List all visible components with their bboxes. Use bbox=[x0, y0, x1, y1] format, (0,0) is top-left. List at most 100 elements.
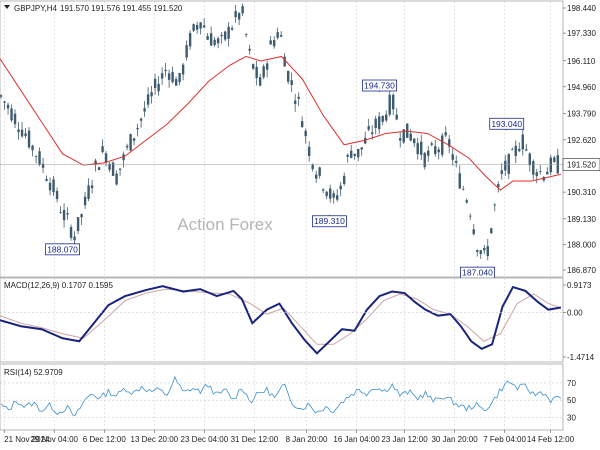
rsi-tick-label: 70 bbox=[567, 379, 576, 388]
candle-body bbox=[223, 31, 227, 40]
candle-body bbox=[286, 71, 290, 82]
candle-body bbox=[507, 154, 510, 174]
candle-body bbox=[307, 146, 311, 157]
price-annotation-label: 189.310 bbox=[314, 216, 345, 226]
candle-body bbox=[101, 146, 104, 153]
candle-body bbox=[318, 167, 321, 176]
rsi-tick-label: 50 bbox=[567, 396, 576, 405]
rsi-panel-frame bbox=[0, 363, 564, 431]
candle-body bbox=[465, 200, 468, 203]
candle-body bbox=[416, 143, 419, 155]
candle-body bbox=[41, 163, 45, 168]
candle-body bbox=[483, 247, 486, 251]
candle-body bbox=[276, 32, 279, 38]
candle-body bbox=[13, 113, 17, 125]
price-tick-label: 188.000 bbox=[567, 240, 596, 249]
macd-lines bbox=[0, 285, 562, 355]
candle-body bbox=[304, 130, 307, 137]
macd-panel-frame bbox=[0, 277, 564, 363]
price-tick-label: 198.440 bbox=[567, 4, 596, 13]
candle-body bbox=[493, 204, 496, 206]
candle-body bbox=[378, 116, 381, 130]
price-panel: GBPJPY,H4 191.570 191.576 191.455 191.52… bbox=[0, 0, 600, 279]
candle-body bbox=[55, 190, 59, 200]
candle-body bbox=[479, 250, 482, 255]
candle-body bbox=[514, 145, 517, 156]
time-axis-label: 16 Jan 04:00 bbox=[333, 435, 380, 444]
price-annotation-label: 187.040 bbox=[462, 268, 493, 278]
candle-body bbox=[293, 100, 297, 104]
candle-body bbox=[504, 160, 507, 171]
candle-body bbox=[472, 229, 475, 235]
candle-body bbox=[220, 34, 223, 37]
candle-body bbox=[409, 133, 412, 141]
candle-body bbox=[532, 161, 535, 175]
candle-body bbox=[321, 189, 325, 191]
candle-body bbox=[38, 151, 41, 165]
rsi-series bbox=[0, 375, 562, 416]
candle-body bbox=[213, 39, 216, 46]
price-grid bbox=[3, 1, 551, 277]
candle-body bbox=[476, 250, 479, 252]
price-tick-label: 192.620 bbox=[567, 136, 596, 145]
time-axis-label: 13 Dec 20:00 bbox=[131, 435, 179, 444]
candle-body bbox=[349, 150, 353, 158]
candle-body bbox=[171, 71, 174, 83]
candle-body bbox=[216, 38, 220, 44]
candle-body bbox=[118, 168, 122, 170]
candle-body bbox=[535, 172, 538, 177]
rsi-line bbox=[0, 375, 562, 416]
candle-body bbox=[104, 153, 108, 163]
current-price-label: 191.520 bbox=[567, 161, 596, 170]
candle-body bbox=[269, 40, 272, 45]
time-axis-label: 31 Dec 12:00 bbox=[231, 435, 279, 444]
candle-body bbox=[20, 129, 24, 137]
candle-body bbox=[90, 185, 94, 189]
candle-body bbox=[328, 188, 332, 199]
candle-body bbox=[206, 36, 209, 40]
macd-tick-label: -1.4714 bbox=[567, 353, 595, 362]
candle-body bbox=[111, 162, 115, 176]
candle-body bbox=[185, 45, 188, 58]
candle-body bbox=[486, 246, 489, 257]
candle-body bbox=[69, 227, 73, 238]
candle-body bbox=[188, 33, 192, 47]
candle-body bbox=[451, 154, 454, 160]
time-axis-label: 7 Feb 04:00 bbox=[483, 435, 526, 444]
candle-body bbox=[153, 78, 157, 89]
candle-body bbox=[546, 171, 549, 175]
time-axis-label: 14 Feb 12:00 bbox=[527, 435, 575, 444]
macd-title: MACD(12,26,9) 0.1707 0.1595 bbox=[4, 281, 114, 290]
price-annotation-box bbox=[362, 79, 397, 92]
candle-body bbox=[199, 22, 202, 29]
candle-body bbox=[251, 64, 255, 69]
candle-body bbox=[139, 118, 143, 121]
candle-body bbox=[52, 179, 55, 193]
candle-body bbox=[399, 138, 402, 141]
candle-body bbox=[500, 170, 503, 174]
candle-body bbox=[227, 26, 230, 39]
candle-body bbox=[209, 33, 213, 46]
candle-body bbox=[441, 135, 444, 155]
candle-body bbox=[115, 173, 118, 185]
candle-body bbox=[66, 213, 69, 215]
candle-body bbox=[136, 127, 139, 130]
candle-body bbox=[542, 177, 545, 181]
candle-body bbox=[181, 64, 185, 75]
candle-body bbox=[290, 80, 293, 86]
ohlc-readout: 191.570 191.576 191.455 191.520 bbox=[60, 4, 183, 13]
candle-body bbox=[549, 157, 552, 173]
chevron-down-icon[interactable] bbox=[4, 5, 10, 9]
candle-body bbox=[244, 34, 248, 35]
candle-body bbox=[94, 160, 97, 165]
candle-body bbox=[335, 195, 339, 200]
candle-body bbox=[553, 157, 556, 162]
macd-tick-label: 0.9173 bbox=[567, 281, 592, 290]
candle-body bbox=[258, 77, 262, 86]
price-annotation-label: 193.040 bbox=[491, 119, 522, 129]
candle-body bbox=[265, 63, 269, 70]
rsi-y-axis: 70 50 30 bbox=[0, 379, 576, 422]
candle-body bbox=[3, 101, 6, 103]
candle-body bbox=[395, 114, 398, 120]
candle-body bbox=[360, 147, 363, 150]
